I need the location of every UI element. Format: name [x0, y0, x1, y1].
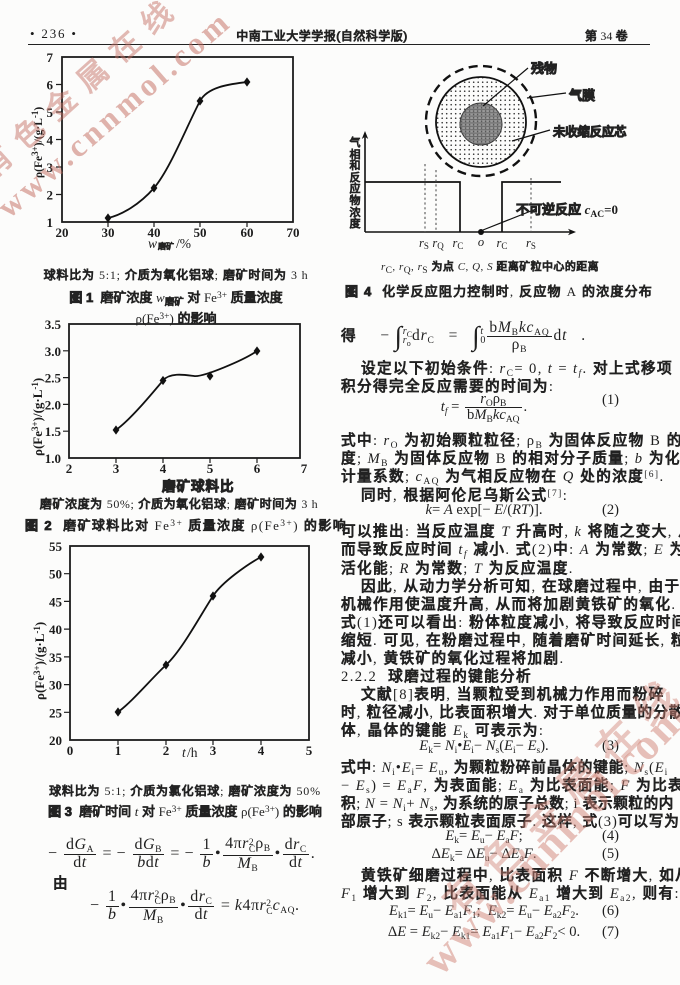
svg-text:1.5: 1.5 — [45, 424, 62, 439]
svg-text:50: 50 — [194, 225, 207, 240]
svg-text:7: 7 — [301, 461, 308, 476]
svg-text:4: 4 — [258, 743, 265, 758]
svg-text:rS: rS — [526, 236, 536, 251]
svg-text:o: o — [478, 235, 484, 249]
svg-text:rS: rS — [419, 236, 429, 251]
svg-text:ρ(Fe3+)/(g·L-1): ρ(Fe3+)/(g·L-1) — [32, 622, 47, 700]
svg-text:ρ(Fe3+)/(g·L-1): ρ(Fe3+)/(g·L-1) — [30, 107, 45, 178]
svg-text:t: t — [182, 745, 187, 760]
svg-text:/h: /h — [187, 745, 198, 760]
svg-text:6: 6 — [254, 461, 261, 476]
svg-text:3: 3 — [47, 160, 54, 175]
svg-text:30: 30 — [102, 225, 115, 240]
svg-text:2.5: 2.5 — [45, 371, 62, 386]
svg-text:20: 20 — [49, 733, 62, 748]
svg-text:3: 3 — [113, 461, 120, 476]
svg-text:4: 4 — [160, 461, 167, 476]
svg-text:60: 60 — [241, 225, 254, 240]
svg-text:70: 70 — [287, 225, 300, 240]
svg-text:5: 5 — [207, 461, 214, 476]
svg-text:/%: /% — [176, 236, 191, 251]
svg-text:1: 1 — [115, 743, 122, 758]
svg-text:5: 5 — [306, 743, 313, 758]
svg-text:50: 50 — [49, 567, 62, 582]
svg-text:rC: rC — [497, 236, 508, 251]
svg-text:rQ: rQ — [432, 236, 444, 251]
svg-text:2: 2 — [66, 461, 73, 476]
svg-text:2: 2 — [47, 188, 54, 203]
svg-text:2: 2 — [163, 743, 170, 758]
svg-text:0: 0 — [67, 743, 74, 758]
svg-text:6: 6 — [47, 78, 54, 93]
svg-text:40: 40 — [148, 225, 161, 240]
svg-text:3.5: 3.5 — [45, 317, 62, 332]
svg-text:30: 30 — [49, 678, 62, 693]
svg-text:20: 20 — [56, 225, 69, 240]
svg-text:rC: rC — [453, 236, 464, 251]
svg-text:1: 1 — [47, 215, 54, 230]
svg-text:7: 7 — [47, 50, 54, 65]
svg-text:2.0: 2.0 — [45, 397, 61, 412]
svg-text:4: 4 — [47, 133, 54, 148]
svg-text:5: 5 — [47, 105, 54, 120]
svg-text:3: 3 — [210, 743, 217, 758]
svg-text:45: 45 — [49, 594, 63, 609]
svg-text:25: 25 — [49, 705, 63, 720]
svg-text:35: 35 — [49, 650, 63, 665]
svg-text:w: w — [148, 236, 157, 251]
svg-text:3.0: 3.0 — [45, 344, 61, 359]
svg-text:ρ(Fe3+)/(g·L-1): ρ(Fe3+)/(g·L-1) — [30, 378, 45, 456]
svg-text:40: 40 — [49, 622, 62, 637]
svg-text:1.0: 1.0 — [45, 451, 61, 466]
svg-text:55: 55 — [49, 539, 63, 554]
